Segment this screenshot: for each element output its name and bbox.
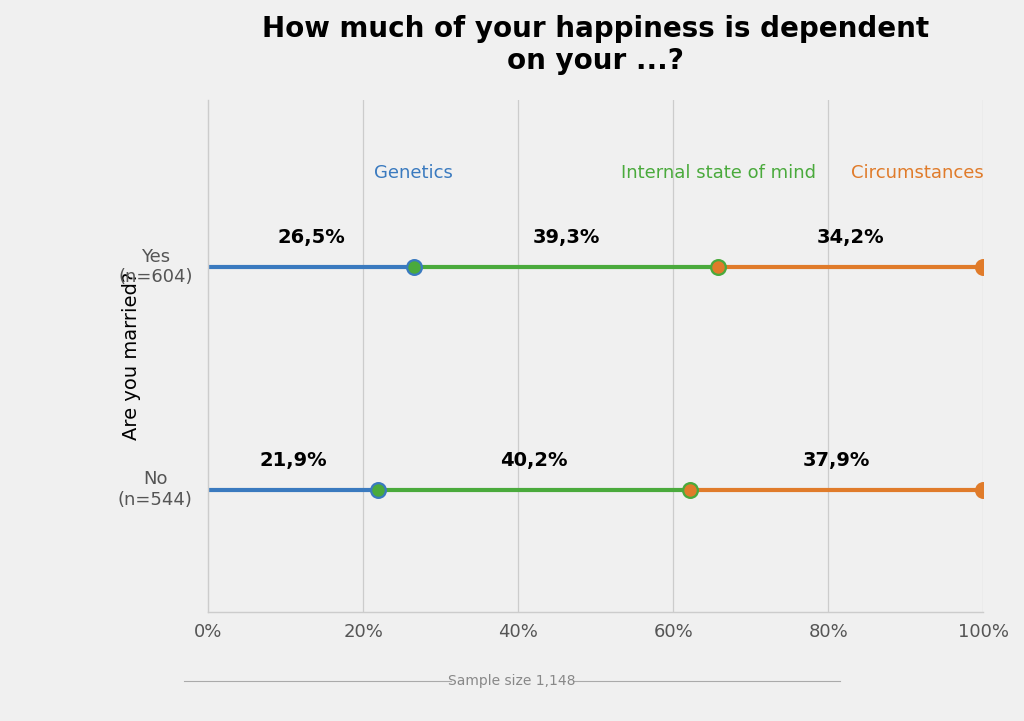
Point: [975, 484, 991, 495]
Point: [975, 261, 991, 273]
Point: [406, 261, 422, 273]
Title: How much of your happiness is dependent
on your ...?: How much of your happiness is dependent …: [262, 15, 930, 76]
Text: Internal state of mind: Internal state of mind: [621, 164, 816, 182]
Point: [370, 484, 386, 495]
Text: Genetics: Genetics: [374, 164, 453, 182]
Text: Yes
(n=604): Yes (n=604): [118, 247, 193, 286]
Point: [406, 261, 422, 273]
Text: 40,2%: 40,2%: [500, 451, 567, 469]
Text: 21,9%: 21,9%: [259, 451, 327, 469]
Text: 34,2%: 34,2%: [817, 228, 885, 247]
Text: Sample size 1,148: Sample size 1,148: [449, 674, 575, 689]
Point: [681, 484, 697, 495]
Text: 37,9%: 37,9%: [803, 451, 870, 469]
Text: Circumstances: Circumstances: [851, 164, 983, 182]
Text: 39,3%: 39,3%: [532, 228, 600, 247]
Point: [370, 484, 386, 495]
Text: No
(n=544): No (n=544): [118, 470, 193, 509]
Point: [710, 261, 726, 273]
Text: 26,5%: 26,5%: [278, 228, 345, 247]
Point: [710, 261, 726, 273]
Y-axis label: Are you married?: Are you married?: [122, 272, 141, 440]
Point: [681, 484, 697, 495]
